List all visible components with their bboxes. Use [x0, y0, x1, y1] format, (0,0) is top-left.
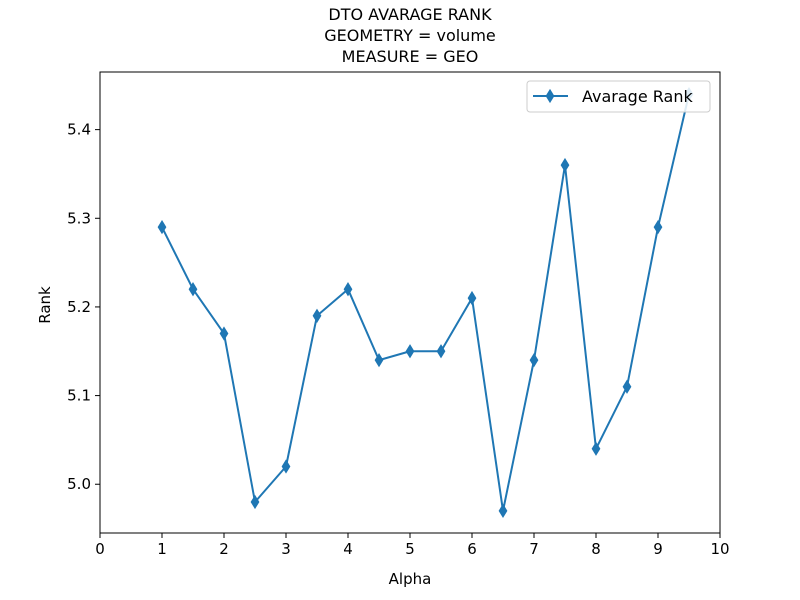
data-point-marker — [653, 219, 663, 235]
data-point-marker — [343, 282, 353, 297]
data-point-marker — [622, 379, 632, 394]
chart-title-line-2: GEOMETRY = volume — [324, 26, 496, 45]
data-point-marker — [188, 282, 198, 297]
data-point-marker — [374, 352, 384, 368]
chart-title: DTO AVARAGE RANK GEOMETRY = volume MEASU… — [324, 5, 496, 66]
data-point-marker — [560, 157, 570, 173]
x-tick-label: 10 — [710, 540, 729, 558]
y-tick-label: 5.3 — [67, 209, 91, 227]
y-tick-label: 5.4 — [67, 121, 91, 139]
data-point-marker — [281, 459, 291, 474]
x-tick-label: 5 — [405, 540, 415, 558]
data-point-marker — [250, 494, 260, 510]
y-tick-label: 5.0 — [67, 475, 91, 493]
plot-frame — [99, 71, 721, 534]
x-tick-label: 2 — [219, 540, 229, 558]
legend-marker-swatch — [545, 88, 555, 104]
data-point-marker — [436, 344, 446, 359]
legend: Avarage Rank — [526, 80, 711, 113]
y-tick-label: 5.2 — [67, 298, 91, 316]
x-tick-label: 9 — [653, 540, 663, 558]
data-point-marker — [591, 441, 601, 456]
y-tick-label: 5.1 — [67, 387, 91, 405]
legend-box — [526, 80, 711, 113]
x-axis-label: Alpha — [389, 570, 432, 588]
y-axis-label: Rank — [36, 286, 54, 324]
chart-title-line-1: DTO AVARAGE RANK — [328, 5, 492, 24]
data-point-marker — [312, 308, 322, 323]
plot-area — [157, 87, 694, 518]
data-point-marker — [219, 326, 229, 341]
data-point-marker — [498, 503, 508, 518]
chart-title-line-3: MEASURE = GEO — [342, 47, 479, 66]
x-tick-label: 6 — [467, 540, 477, 558]
legend-entry-label: Avarage Rank — [582, 87, 693, 106]
x-tick-label: 7 — [529, 540, 539, 558]
x-tick-label: 1 — [157, 540, 167, 558]
series-line — [161, 93, 690, 512]
x-tick-label: 3 — [281, 540, 291, 558]
x-tick-label: 8 — [591, 540, 601, 558]
data-point-marker — [157, 219, 167, 235]
data-point-marker — [467, 290, 477, 306]
axes: 0 1 2 3 4 5 6 7 8 9 10 5.0 5.1 5.2 5.3 5.4 — [67, 71, 730, 558]
data-point-marker — [405, 344, 415, 359]
x-tick-label: 4 — [343, 540, 353, 558]
data-point-marker — [529, 352, 539, 368]
x-tick-label: 0 — [95, 540, 105, 558]
